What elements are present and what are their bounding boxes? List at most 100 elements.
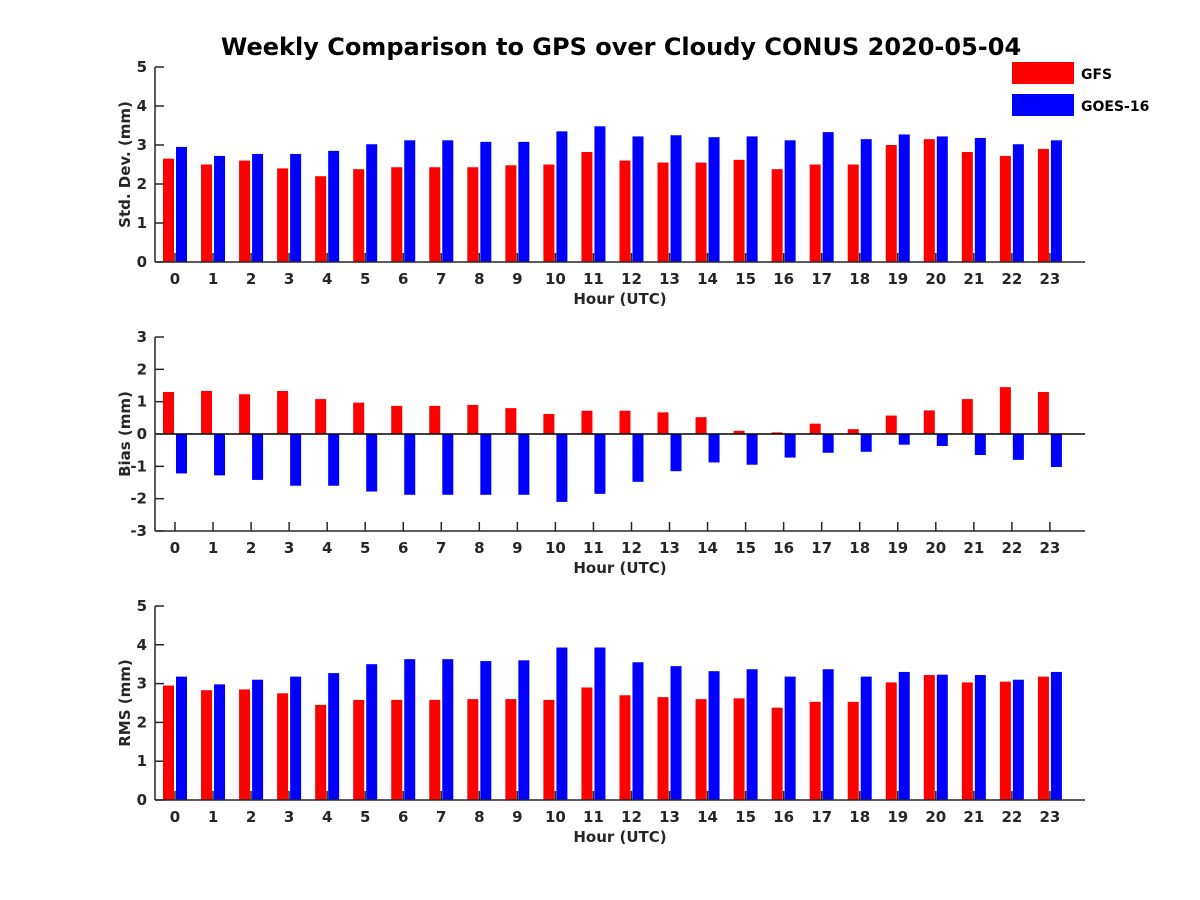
x-tick-label: 22: [1001, 539, 1022, 557]
x-tick-label: 8: [474, 270, 484, 288]
bar-gfs-3: [277, 391, 289, 434]
bar-goes16-20: [936, 136, 948, 262]
bar-gfs-22: [999, 387, 1011, 434]
bar-gfs-10: [543, 699, 555, 800]
bar-gfs-14: [695, 162, 707, 262]
x-tick-label: 15: [735, 808, 756, 826]
bar-gfs-22: [999, 155, 1011, 262]
bar-goes16-14: [708, 671, 720, 800]
bar-goes16-12: [632, 136, 644, 262]
bar-gfs-8: [467, 167, 479, 262]
bar-gfs-13: [657, 162, 669, 262]
x-tick-label: 5: [360, 270, 370, 288]
x-tick-label: 23: [1039, 539, 1060, 557]
bar-goes16-7: [442, 434, 454, 495]
bar-gfs-9: [505, 165, 517, 262]
y-tick-label: -2: [130, 490, 147, 508]
y-tick-label: 4: [137, 636, 147, 654]
bar-goes16-9: [518, 660, 530, 800]
x-tick-label: 7: [436, 808, 446, 826]
legend: GFS GOES-16: [1012, 62, 1149, 116]
bar-goes16-22: [1012, 679, 1024, 800]
bar-gfs-4: [315, 704, 327, 800]
bar-goes16-10: [556, 434, 568, 502]
bar-gfs-5: [353, 169, 365, 262]
bar-gfs-20: [923, 410, 935, 434]
bar-gfs-16: [771, 169, 783, 262]
bar-gfs-11: [581, 687, 593, 800]
bar-gfs-0: [163, 391, 174, 434]
bar-gfs-4: [315, 399, 327, 434]
bar-goes16-22: [1012, 144, 1024, 262]
x-tick-label: 19: [887, 539, 908, 557]
bar-gfs-8: [467, 404, 479, 434]
chart-title: Weekly Comparison to GPS over Cloudy CON…: [221, 33, 1021, 61]
x-tick-label: 17: [811, 539, 832, 557]
bar-goes16-21: [974, 434, 986, 456]
x-tick-label: 12: [621, 808, 642, 826]
bar-goes16-4: [328, 673, 340, 800]
x-tick-label: 23: [1039, 270, 1060, 288]
y-tick-label: 1: [137, 752, 147, 770]
bar-gfs-12: [619, 695, 631, 800]
y-tick-label: 2: [137, 360, 147, 378]
bar-gfs-9: [505, 408, 517, 434]
bar-goes16-12: [632, 434, 644, 482]
y-tick-label: -1: [130, 457, 147, 475]
bar-gfs-18: [847, 429, 859, 434]
bar-gfs-20: [923, 675, 935, 800]
x-tick-label: 8: [474, 808, 484, 826]
bar-goes16-10: [556, 131, 568, 262]
bar-goes16-15: [746, 434, 758, 465]
bar-goes16-17: [822, 434, 834, 453]
bar-gfs-16: [771, 707, 783, 800]
bar-gfs-3: [277, 168, 289, 262]
bar-gfs-19: [885, 415, 897, 434]
bar-gfs-19: [885, 145, 897, 262]
bar-goes16-0: [176, 676, 187, 800]
x-tick-label: 3: [284, 808, 294, 826]
bar-gfs-18: [847, 164, 859, 262]
x-tick-label: 18: [849, 270, 870, 288]
bar-goes16-5: [366, 664, 378, 800]
bar-goes16-3: [290, 153, 302, 262]
bar-goes16-16: [784, 140, 796, 262]
x-tick-label: 11: [583, 808, 604, 826]
bar-goes16-21: [974, 675, 986, 800]
x-tick-label: 17: [811, 808, 832, 826]
y-tick-label: 2: [137, 175, 147, 193]
x-tick-label: 2: [246, 808, 256, 826]
bar-gfs-18: [847, 701, 859, 800]
bar-gfs-6: [391, 699, 403, 800]
x-axis-label: Hour (UTC): [573, 290, 666, 308]
bar-goes16-13: [670, 135, 682, 262]
bar-goes16-13: [670, 666, 682, 800]
bar-gfs-12: [619, 410, 631, 434]
bar-goes16-11: [594, 434, 606, 494]
bar-gfs-10: [543, 164, 555, 262]
bar-gfs-19: [885, 682, 897, 800]
x-tick-label: 8: [474, 539, 484, 557]
x-axis-label: Hour (UTC): [573, 828, 666, 846]
bar-goes16-6: [404, 140, 416, 262]
legend-label-gfs: GFS: [1081, 67, 1112, 83]
x-tick-label: 1: [208, 539, 218, 557]
bar-gfs-8: [467, 699, 479, 800]
bar-goes16-7: [442, 659, 454, 800]
x-tick-label: 9: [512, 539, 522, 557]
bar-gfs-22: [999, 681, 1011, 800]
bar-gfs-7: [429, 699, 441, 800]
x-tick-label: 11: [583, 539, 604, 557]
bar-goes16-4: [328, 150, 340, 262]
x-tick-label: 20: [925, 539, 946, 557]
bar-goes16-8: [480, 141, 492, 262]
x-tick-label: 12: [621, 539, 642, 557]
bar-goes16-16: [784, 676, 796, 800]
x-tick-label: 14: [697, 270, 718, 288]
bar-goes16-3: [290, 434, 302, 486]
bar-goes16-0: [176, 146, 187, 262]
bar-gfs-6: [391, 405, 403, 434]
